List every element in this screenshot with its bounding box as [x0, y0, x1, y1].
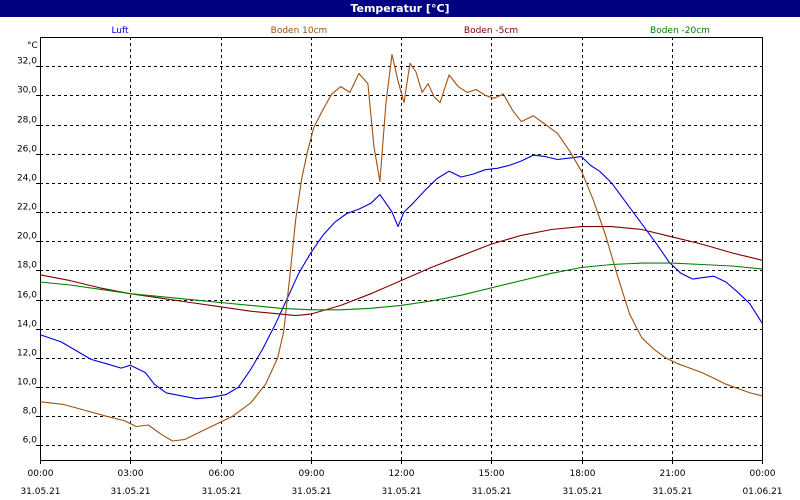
x-tick-date: 31.05.21 — [652, 487, 692, 497]
x-tick-time: 00:00 — [28, 469, 54, 479]
x-tick-time: 15:00 — [479, 469, 505, 479]
x-tick-date: 31.05.21 — [20, 487, 60, 497]
y-tick-label: 16,0 — [17, 291, 37, 301]
x-tick-time: 21:00 — [660, 469, 686, 479]
y-axis-label: °C — [27, 41, 38, 51]
y-tick-label: 12,0 — [17, 349, 37, 359]
x-tick-date: 31.05.21 — [381, 487, 421, 497]
plot-border — [40, 37, 763, 461]
tick-labels: 6,0 8,0 10,0 12,0 14,0 16,0 18,0 20,0 22,0 24,0 26… — [17, 57, 783, 498]
legend-entry: Boden -5cm — [464, 26, 518, 36]
y-tick-label: 14,0 — [17, 320, 37, 330]
y-tick-label: 20,0 — [17, 232, 37, 242]
series-line-boden-5cm — [39, 226, 763, 317]
y-tick-label: 6,0 — [23, 436, 38, 446]
y-tick-label: 22,0 — [17, 203, 37, 213]
x-tick-date: 31.05.21 — [471, 487, 511, 497]
legend-entry: Boden 10cm — [271, 26, 328, 36]
legend: Luft Boden 10cm Boden -5cm Boden -20cm — [111, 26, 710, 36]
axes — [36, 37, 763, 464]
series-line-boden-20cm — [39, 262, 763, 311]
x-tick-time: 09:00 — [299, 469, 325, 479]
x-tick-time: 00:00 — [750, 469, 776, 479]
x-tick-date: 31.05.21 — [562, 487, 602, 497]
x-tick-time: 06:00 — [209, 469, 235, 479]
x-tick-date: 01.06.21 — [742, 487, 782, 497]
x-tick-time: 03:00 — [118, 469, 144, 479]
series-line-boden-10cm — [39, 53, 763, 442]
y-tick-label: 8,0 — [23, 407, 38, 417]
legend-entry: Luft — [111, 26, 129, 36]
y-tick-label: 30,0 — [17, 86, 37, 96]
x-tick-date: 31.05.21 — [291, 487, 331, 497]
y-tick-label: 26,0 — [17, 145, 37, 155]
grid-lines — [40, 37, 762, 460]
x-tick-date: 31.05.21 — [110, 487, 150, 497]
chart-title: Temperatur [°C] — [0, 0, 800, 17]
y-tick-label: 24,0 — [17, 174, 37, 184]
series-line-luft — [39, 154, 763, 400]
x-tick-time: 18:00 — [570, 469, 596, 479]
y-tick-label: 32,0 — [17, 57, 37, 67]
series-lines — [39, 53, 763, 442]
y-tick-label: 18,0 — [17, 261, 37, 271]
x-tick-time: 12:00 — [389, 469, 415, 479]
x-tick-date: 31.05.21 — [201, 487, 241, 497]
y-tick-label: 10,0 — [17, 378, 37, 388]
y-tick-label: 28,0 — [17, 116, 37, 126]
legend-entry: Boden -20cm — [650, 26, 710, 36]
